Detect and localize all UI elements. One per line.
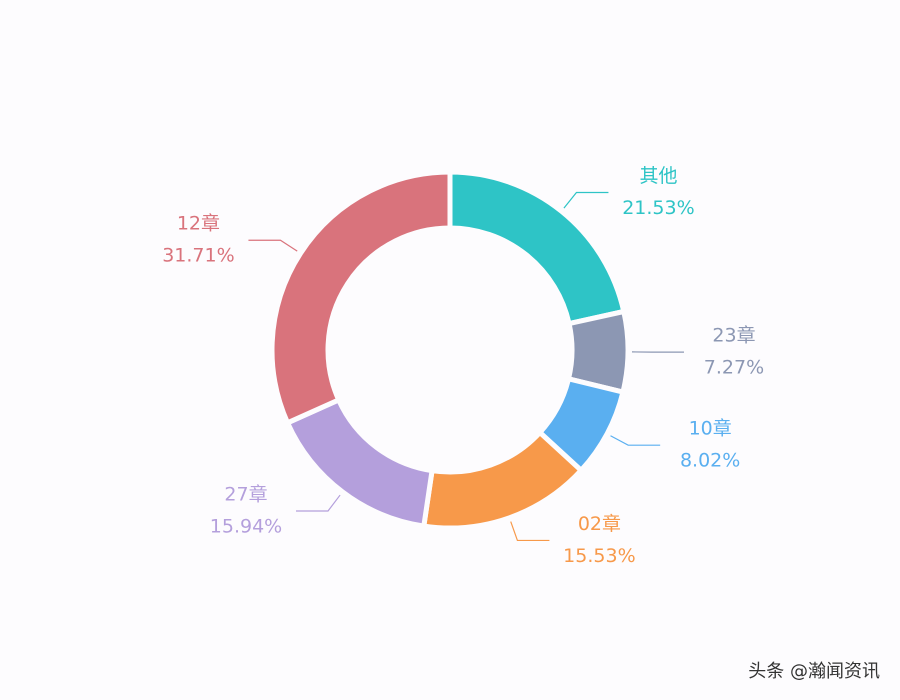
category-label: 其他	[639, 165, 677, 187]
label-line	[610, 435, 661, 446]
donut-segment	[269, 169, 453, 427]
value-label: 8.02%	[680, 450, 740, 472]
label-line	[296, 494, 341, 512]
watermark: 头条 @瀚闻资讯	[748, 661, 880, 682]
category-label: 23章	[712, 325, 755, 347]
category-label: 27章	[224, 484, 267, 506]
category-label: 12章	[177, 213, 220, 235]
category-label: 10章	[689, 418, 732, 440]
value-label: 15.94%	[210, 516, 282, 538]
label-line	[248, 239, 298, 252]
value-label: 21.53%	[622, 197, 694, 219]
value-label: 15.53%	[563, 545, 635, 567]
label-line	[510, 521, 550, 542]
value-label: 7.27%	[704, 357, 764, 379]
label-line	[563, 191, 609, 209]
category-label: 02章	[578, 513, 621, 535]
value-label: 31.71%	[162, 245, 234, 267]
